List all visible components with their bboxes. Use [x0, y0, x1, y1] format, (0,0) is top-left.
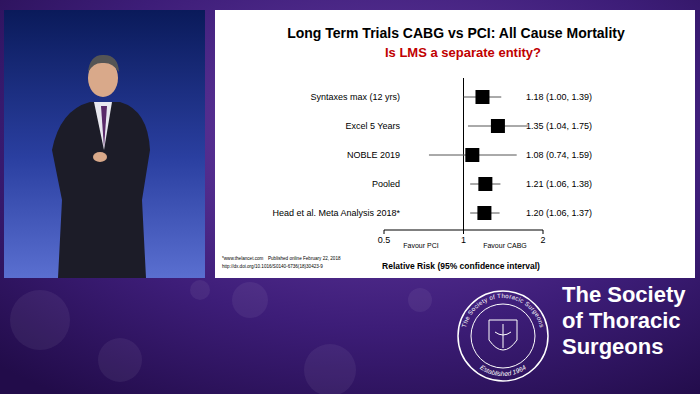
title: Long Term Trials CABG vs PCI: All Cause … — [287, 25, 625, 41]
bokeh — [304, 344, 356, 394]
bokeh — [408, 288, 432, 312]
seal-emblem — [495, 324, 511, 348]
hair — [88, 55, 119, 72]
row-label: Head et al. Meta Analysis 2018* — [272, 208, 400, 218]
shirt — [94, 102, 112, 150]
x-tick — [384, 230, 385, 234]
value-label: 1.08 (0.74, 1.59) — [526, 150, 592, 160]
footnote: *www.thelancet.com — [222, 256, 264, 261]
estimate-box — [465, 148, 479, 162]
brand-name: Surgeons — [562, 334, 663, 359]
footnote: http://dx.doi.org/10.1016/S0140-6736(18)… — [222, 264, 323, 269]
slide — [215, 10, 695, 278]
seal-bottom-path: Established 1964 — [479, 363, 527, 377]
row-label: Syntaxes max (12 yrs) — [310, 92, 400, 102]
seal-top-path: The Society of Thoracic Surgeons — [460, 292, 546, 328]
tie — [101, 106, 107, 148]
x-tick — [543, 230, 544, 234]
value-label: 1.35 (1.04, 1.75) — [526, 121, 592, 131]
seal-top: The Society of Thoracic Surgeons — [460, 292, 546, 328]
favour-left: Favour PCI — [403, 242, 438, 249]
value-label: 1.18 (1.00, 1.39) — [526, 92, 592, 102]
seal: The Society of Thoracic Surgeons Establis… — [458, 291, 548, 381]
bokeh — [10, 290, 70, 350]
suit — [52, 102, 150, 278]
favour-right: Favour CABG — [483, 242, 527, 249]
estimate-box — [475, 90, 489, 104]
hands — [93, 152, 107, 162]
brand-name: of Thoracic — [562, 308, 681, 333]
speaker — [52, 55, 150, 278]
video-panel — [4, 10, 205, 278]
seal-shield — [489, 320, 517, 350]
x-tick-label: 2 — [540, 235, 545, 245]
row-label: NOBLE 2019 — [347, 150, 400, 160]
page: Long Term Trials CABG vs PCI: All Cause … — [0, 0, 700, 394]
x-tick — [463, 230, 464, 234]
x-tick-label: 1 — [461, 235, 466, 245]
marks — [429, 90, 528, 220]
x-axis-label: Relative Risk (95% confidence interval) — [382, 261, 540, 271]
seal-ring — [458, 291, 548, 381]
footnote: Published online February 22, 2018 — [268, 256, 341, 261]
x-tick-label: 0.5 — [378, 235, 391, 245]
estimate-box — [478, 177, 492, 191]
row-label: Excel 5 Years — [345, 121, 400, 131]
seal-ring — [471, 304, 535, 368]
seal-bottom: Established 1964 — [479, 363, 527, 377]
bokeh — [98, 338, 142, 382]
bokeh — [232, 282, 268, 318]
brand-name: The Society — [562, 282, 686, 307]
row-label: Pooled — [372, 179, 400, 189]
reference-line — [463, 78, 464, 230]
bokeh — [190, 280, 210, 300]
value-label: 1.20 (1.06, 1.37) — [526, 208, 592, 218]
subtitle: Is LMS a separate entity? — [385, 45, 541, 60]
value-label: 1.21 (1.06, 1.38) — [526, 179, 592, 189]
estimate-box — [477, 206, 491, 220]
background — [0, 0, 700, 394]
estimate-box — [491, 119, 505, 133]
